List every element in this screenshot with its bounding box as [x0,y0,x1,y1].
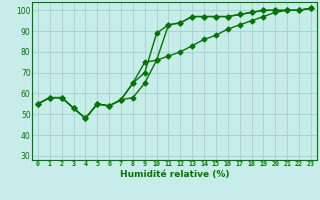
X-axis label: Humidité relative (%): Humidité relative (%) [120,170,229,179]
